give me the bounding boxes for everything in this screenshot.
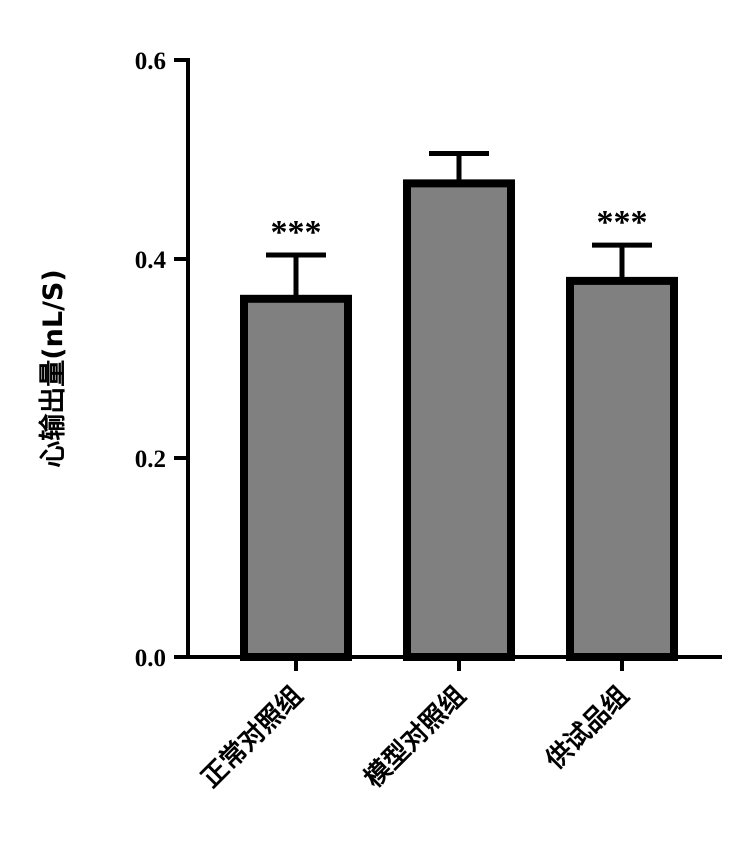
bar: [240, 294, 352, 661]
y-tick-label: 0.4: [135, 247, 167, 274]
y-tick-label: 0.2: [135, 446, 166, 473]
x-category-label: 供试品组: [539, 680, 635, 776]
x-axis: 正常对照组 模型对照组 供试品组: [186, 655, 722, 794]
significance-mark: ***: [597, 204, 648, 241]
bar: [566, 276, 678, 661]
bar: [403, 179, 515, 661]
x-category-label: 模型对照组: [358, 680, 472, 794]
bar-group: ***: [566, 204, 678, 661]
x-category-label: 正常对照组: [195, 680, 309, 794]
bar-series: *** ***: [240, 151, 678, 661]
y-tick-label: 0.6: [135, 48, 166, 75]
y-tick-label: 0.0: [135, 645, 166, 672]
significance-mark: ***: [271, 214, 322, 251]
bar-group: [403, 151, 515, 661]
y-axis-title: 心输出量(nL/S): [37, 269, 69, 467]
bar-group: ***: [240, 214, 352, 661]
y-axis: 0.0 0.2 0.4 0.6: [135, 48, 190, 672]
